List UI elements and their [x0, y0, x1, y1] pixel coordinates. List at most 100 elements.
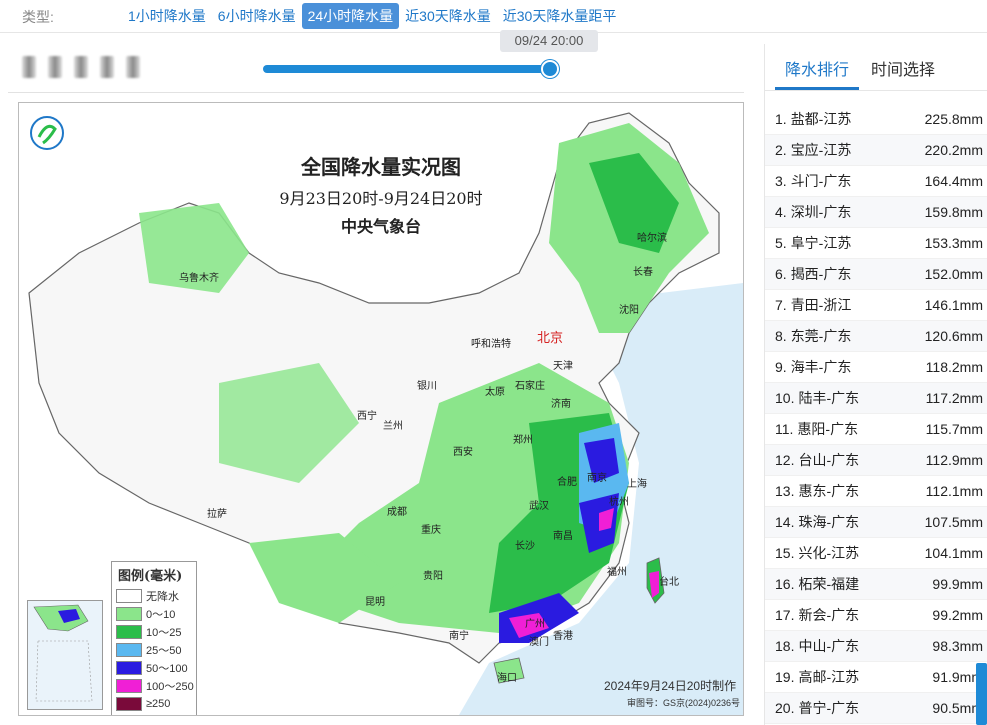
- ranking-value: 90.5mm: [932, 700, 983, 716]
- time-slider-track[interactable]: [263, 65, 550, 73]
- ranking-value: 146.1mm: [924, 297, 983, 313]
- type-option-6h[interactable]: 6小时降水量: [217, 8, 296, 24]
- ranking-name: 陆丰-广东: [798, 390, 860, 406]
- city-label: 西安: [453, 447, 473, 458]
- time-tooltip: 09/24 20:00: [500, 30, 598, 52]
- type-option-30d[interactable]: 近30天降水量: [405, 8, 491, 24]
- city-label-capital: 北京: [537, 330, 564, 345]
- time-slider-thumb[interactable]: [541, 60, 559, 78]
- ranking-number: 5.: [775, 235, 787, 251]
- ranking-station: 5. 阜宁-江苏: [775, 233, 851, 253]
- ranking-row[interactable]: 12. 台山-广东 112.9mm: [765, 445, 987, 476]
- ranking-station: 15. 兴化-江苏: [775, 543, 859, 563]
- city-label: 贵阳: [423, 571, 443, 582]
- legend-swatch: [116, 625, 142, 639]
- ranking-station: 6. 揭西-广东: [775, 264, 851, 284]
- city-label: 澳门: [529, 637, 549, 648]
- ranking-value: 112.9mm: [925, 452, 983, 468]
- city-label: 长沙: [515, 541, 535, 552]
- ranking-row[interactable]: 16. 柘荣-福建 99.9mm: [765, 569, 987, 600]
- legend-label: 0～10: [146, 609, 176, 621]
- city-label: 广州: [525, 619, 545, 630]
- legend-label: 无降水: [146, 591, 179, 603]
- ranking-list: 1. 盐都-江苏 225.8mm 2. 宝应-江苏 220.2mm 3. 斗门-广东 164.4…: [765, 104, 987, 724]
- scrollbar[interactable]: [976, 663, 987, 725]
- blurred-controls: [22, 56, 140, 78]
- ranking-row[interactable]: 18. 中山-广东 98.3mm: [765, 631, 987, 662]
- ranking-number: 20.: [775, 700, 795, 716]
- ranking-station: 3. 斗门-广东: [775, 171, 851, 191]
- type-filter-bar: 类型: 1小时降水量 6小时降水量 24小时降水量 近30天降水量 近30天降水…: [0, 0, 987, 33]
- type-option-1h[interactable]: 1小时降水量: [128, 8, 206, 24]
- ranking-row[interactable]: 9. 海丰-广东 118.2mm: [765, 352, 987, 383]
- city-label: 太原: [485, 387, 505, 398]
- ranking-row[interactable]: 2. 宝应-江苏 220.2mm: [765, 135, 987, 166]
- ranking-row[interactable]: 19. 高邮-江苏 91.9mm: [765, 662, 987, 693]
- ranking-value: 164.4mm: [924, 173, 983, 189]
- ranking-name: 惠阳-广东: [797, 421, 859, 437]
- ranking-row[interactable]: 10. 陆丰-广东 117.2mm: [765, 383, 987, 414]
- ranking-station: 9. 海丰-广东: [775, 357, 851, 377]
- ranking-station: 11. 惠阳-广东: [775, 419, 858, 439]
- ranking-number: 13.: [775, 483, 795, 499]
- ranking-value: 152.0mm: [924, 266, 983, 282]
- ranking-row[interactable]: 3. 斗门-广东 164.4mm: [765, 166, 987, 197]
- ranking-number: 12.: [775, 452, 795, 468]
- city-label: 重庆: [421, 525, 441, 536]
- ranking-number: 2.: [775, 142, 787, 158]
- ranking-station: 2. 宝应-江苏: [775, 140, 851, 160]
- ranking-number: 3.: [775, 173, 787, 189]
- tab-time-select[interactable]: 时间选择: [871, 62, 936, 79]
- ranking-value: 153.3mm: [924, 235, 983, 251]
- ranking-name: 深圳-广东: [790, 204, 852, 220]
- ranking-value: 91.9mm: [932, 669, 983, 685]
- ranking-row[interactable]: 15. 兴化-江苏 104.1mm: [765, 538, 987, 569]
- city-label: 昆明: [365, 597, 385, 608]
- type-option-24h[interactable]: 24小时降水量: [301, 3, 400, 29]
- ranking-value: 117.2mm: [925, 390, 983, 406]
- ranking-row[interactable]: 6. 揭西-广东 152.0mm: [765, 259, 987, 290]
- ranking-row[interactable]: 11. 惠阳-广东 115.7mm: [765, 414, 987, 445]
- map-subtitle: 9月23日20时-9月24日20时: [279, 189, 483, 208]
- city-label: 拉萨: [207, 509, 227, 520]
- ranking-number: 9.: [775, 359, 787, 375]
- ranking-number: 18.: [775, 638, 795, 654]
- legend-swatch: [116, 589, 142, 603]
- map-approval-number: 审图号：GS京(2024)0236号: [627, 698, 741, 708]
- ranking-row[interactable]: 8. 东莞-广东 120.6mm: [765, 321, 987, 352]
- legend-swatch: [116, 679, 142, 693]
- blurred-icon: [100, 56, 114, 78]
- ranking-name: 珠海-广东: [798, 514, 860, 530]
- ranking-row[interactable]: 17. 新会-广东 99.2mm: [765, 600, 987, 631]
- city-label: 合肥: [557, 477, 577, 488]
- ranking-value: 115.7mm: [925, 421, 983, 437]
- ranking-name: 普宁-广东: [798, 700, 860, 716]
- city-label: 上海: [627, 479, 647, 490]
- city-label: 香港: [553, 631, 573, 642]
- ranking-value: 120.6mm: [924, 328, 983, 344]
- ranking-number: 4.: [775, 204, 787, 220]
- ranking-name: 高邮-江苏: [798, 669, 860, 685]
- city-label: 南京: [587, 473, 607, 484]
- ranking-row[interactable]: 5. 阜宁-江苏 153.3mm: [765, 228, 987, 259]
- ranking-row[interactable]: 14. 珠海-广东 107.5mm: [765, 507, 987, 538]
- ranking-station: 18. 中山-广东: [775, 636, 859, 656]
- city-label: 成都: [387, 507, 407, 518]
- ranking-row[interactable]: 13. 惠东-广东 112.1mm: [765, 476, 987, 507]
- china-map: [28, 112, 743, 715]
- legend-row: 25～50: [112, 641, 196, 659]
- ranking-row[interactable]: 4. 深圳-广东 159.8mm: [765, 197, 987, 228]
- city-label: 海口: [497, 673, 517, 684]
- city-label: 南宁: [449, 631, 469, 642]
- city-label: 哈尔滨: [637, 233, 667, 244]
- ranking-row[interactable]: 1. 盐都-江苏 225.8mm: [765, 104, 987, 135]
- ranking-row[interactable]: 20. 普宁-广东 90.5mm: [765, 693, 987, 724]
- tab-rainfall-ranking[interactable]: 降水排行: [785, 62, 850, 79]
- ranking-value: 98.3mm: [932, 638, 983, 654]
- ranking-row[interactable]: 7. 青田-浙江 146.1mm: [765, 290, 987, 321]
- ranking-station: 1. 盐都-江苏: [775, 109, 851, 129]
- city-label: 乌鲁木齐: [179, 273, 219, 284]
- legend-row: 无降水: [112, 587, 196, 605]
- ranking-value: 99.2mm: [932, 607, 983, 623]
- type-option-30d-anomaly[interactable]: 近30天降水量距平: [502, 8, 617, 24]
